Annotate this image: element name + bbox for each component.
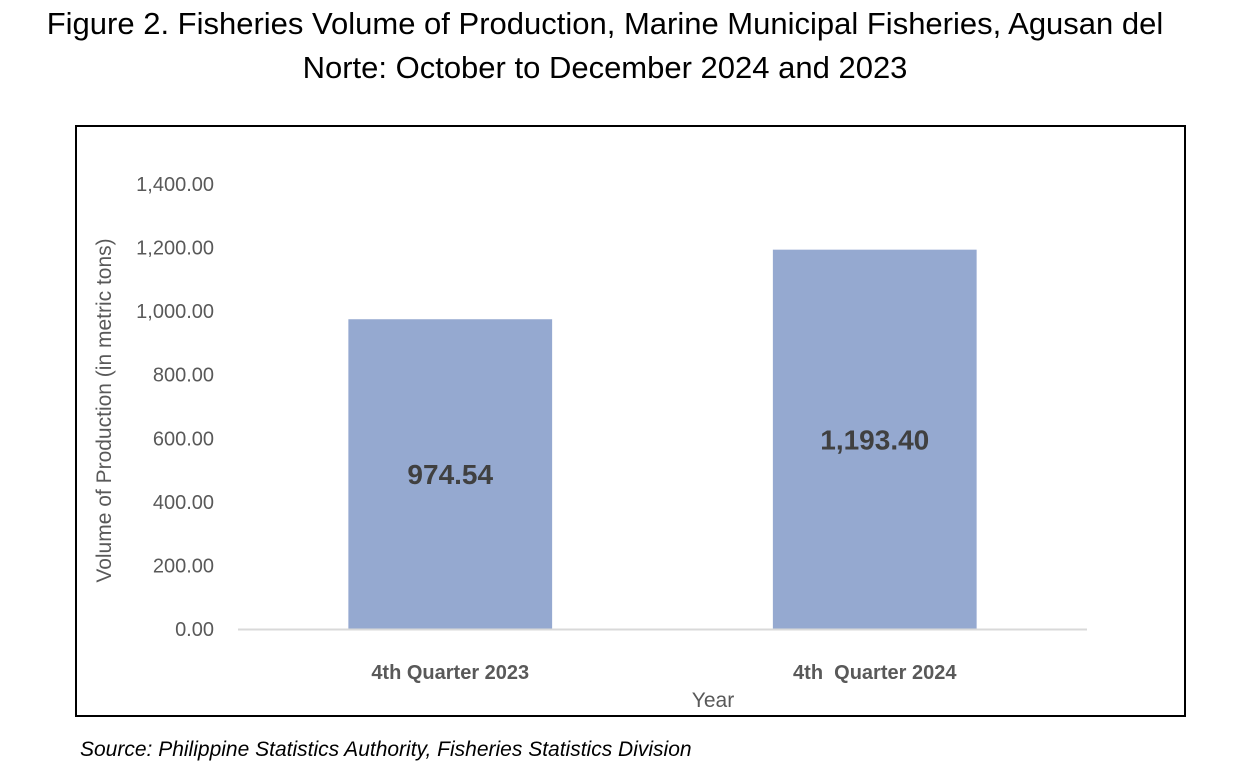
x-axis-tick-labels: 4th Quarter 2023 4th Quarter 2024 xyxy=(371,662,957,684)
data-labels: 974.54 1,193.40 xyxy=(407,424,929,490)
y-tick-label: 1,400.00 xyxy=(136,174,214,196)
x-tick-label: 4th Quarter 2024 xyxy=(793,662,957,684)
y-tick-label: 0.00 xyxy=(175,619,214,641)
y-axis-title: Volume of Production (in metric tons) xyxy=(93,238,116,582)
y-tick-label: 600.00 xyxy=(153,428,214,450)
x-tick-label: 4th Quarter 2023 xyxy=(371,662,529,684)
figure-title-line-1: Figure 2. Fisheries Volume of Production… xyxy=(46,6,1164,41)
y-tick-label: 400.00 xyxy=(153,492,214,514)
bar xyxy=(772,249,977,629)
y-tick-label: 200.00 xyxy=(153,555,214,577)
figure-title: Figure 2. Fisheries Volume of Production… xyxy=(0,2,1210,90)
figure-title-line-2: Norte: October to December 2024 and 2023 xyxy=(302,50,908,85)
data-label: 1,193.40 xyxy=(820,424,929,455)
y-axis-tick-labels: 0.00 200.00 400.00 600.00 800.00 1,000.00 1,20… xyxy=(136,174,214,641)
x-axis-title: Year xyxy=(692,689,734,712)
y-tick-label: 800.00 xyxy=(153,365,214,387)
bar-series xyxy=(348,249,977,629)
bar xyxy=(348,319,553,629)
source-note: Source: Philippine Statistics Authority,… xyxy=(80,738,692,761)
y-tick-label: 1,200.00 xyxy=(136,238,214,260)
chart-frame: 0.00 200.00 400.00 600.00 800.00 1,000.00 1,20… xyxy=(75,125,1186,717)
y-tick-label: 1,000.00 xyxy=(136,301,214,323)
bar-chart: 0.00 200.00 400.00 600.00 800.00 1,000.00 1,20… xyxy=(93,174,1087,712)
data-label: 974.54 xyxy=(407,459,493,490)
